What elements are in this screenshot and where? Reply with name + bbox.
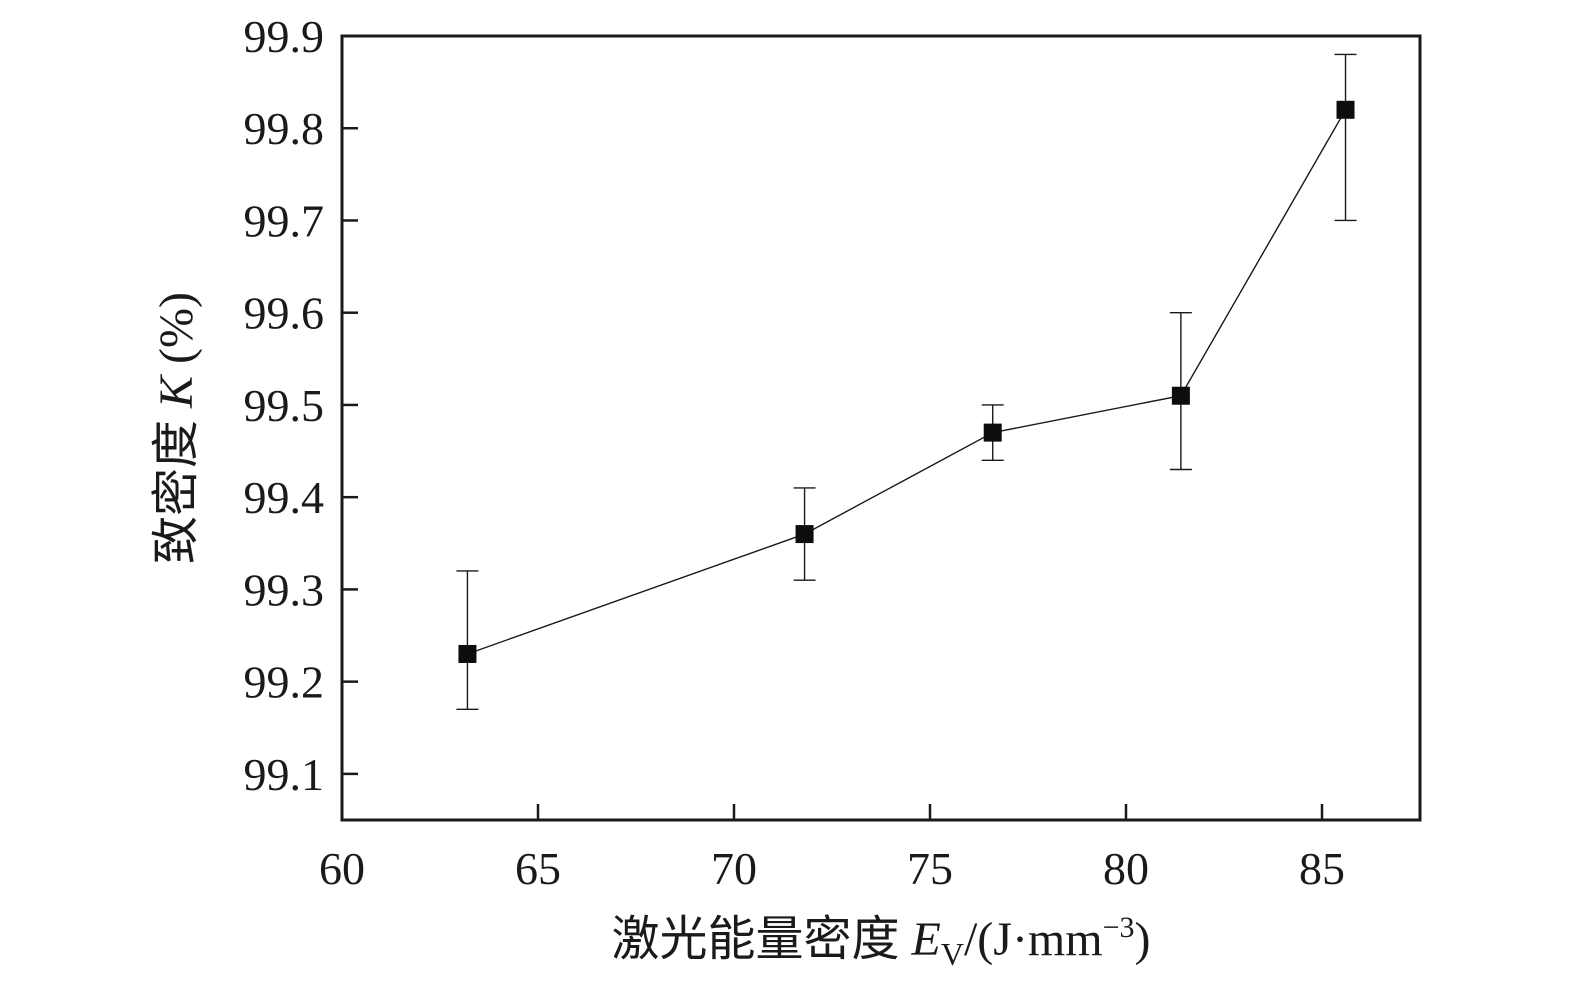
- data-point: [983, 423, 1002, 442]
- data-point: [795, 525, 814, 544]
- y-tick-label: 99.8: [244, 103, 325, 154]
- y-tick-label: 99.6: [244, 288, 325, 339]
- y-tick-label: 99.2: [244, 657, 325, 708]
- y-tick-label: 99.4: [244, 472, 325, 523]
- x-tick-label: 65: [515, 843, 561, 894]
- x-axis-title-prefix: 激光能量密度: [611, 913, 911, 966]
- x-axis-title-unit-open: /(J·mm: [964, 913, 1103, 966]
- x-tick-label: 80: [1103, 843, 1149, 894]
- error-bar: [456, 570, 479, 711]
- x-axis-title-subscript: V: [941, 936, 964, 972]
- series-line: [467, 109, 1347, 655]
- x-axis-title: 激光能量密度 EV/(J·mm−3): [611, 911, 1150, 972]
- y-axis-title-suffix: (%): [150, 292, 203, 376]
- y-tick-label: 99.1: [244, 749, 325, 800]
- y-axis-title: 致密度 K (%): [150, 292, 203, 564]
- x-tick-label: 85: [1299, 843, 1345, 894]
- series-layer: [456, 53, 1357, 711]
- data-point: [1171, 386, 1190, 405]
- x-axis-title-symbol: E: [911, 913, 941, 966]
- ticks-layer: 60 65 70 75 80 85 99.1 99.2 99.3 99.4 99.5 99.6 99.7…: [244, 11, 1346, 894]
- x-tick-label: 75: [907, 843, 953, 894]
- plot-frame: [340, 34, 1422, 822]
- data-point: [1336, 100, 1355, 119]
- y-tick-label: 99.7: [244, 195, 325, 246]
- error-bar: [1334, 53, 1357, 222]
- y-axis-title-symbol: K: [150, 373, 203, 409]
- x-axis-title-unit-close: ): [1135, 913, 1151, 966]
- x-tick-label: 70: [711, 843, 757, 894]
- x-axis-title-superscript: −3: [1103, 911, 1135, 944]
- y-tick-label: 99.3: [244, 564, 325, 615]
- data-point: [458, 644, 477, 663]
- y-axis-title-prefix: 致密度: [150, 408, 203, 564]
- y-tick-label: 99.9: [244, 11, 325, 62]
- y-tick-label: 99.5: [244, 380, 325, 431]
- x-tick-label: 60: [319, 843, 365, 894]
